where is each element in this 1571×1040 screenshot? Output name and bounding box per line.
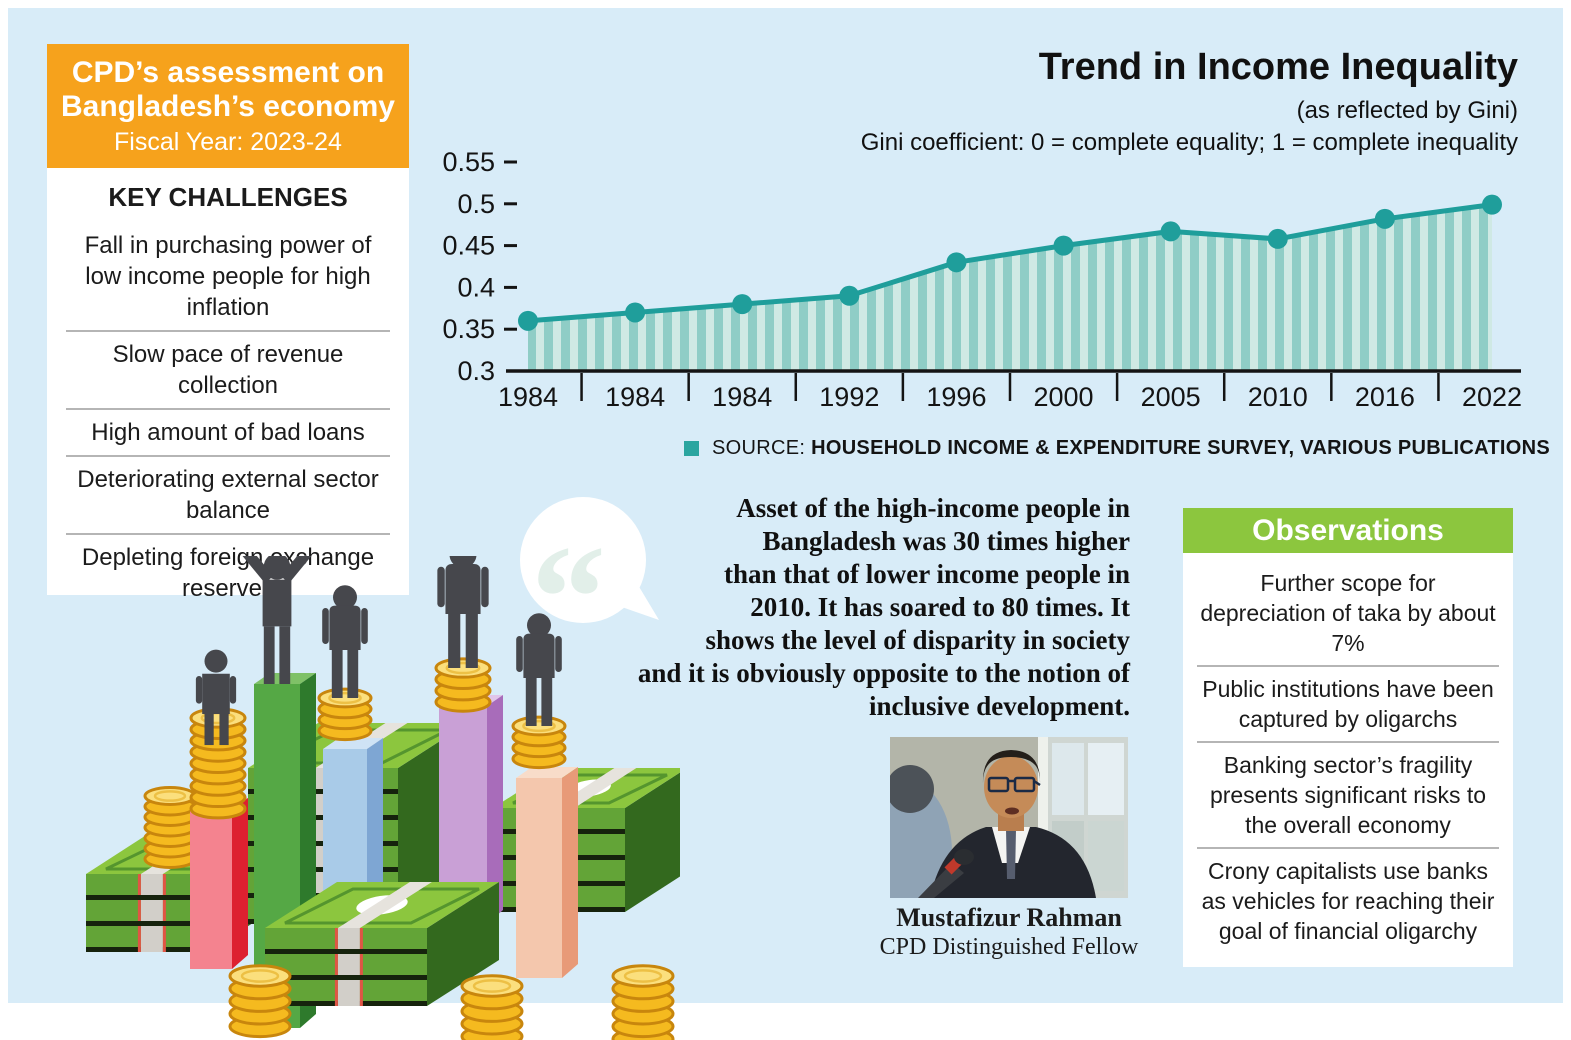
bubble-circle	[520, 497, 646, 623]
divider	[1197, 847, 1499, 849]
x-tick-label: 2000	[1034, 382, 1094, 412]
observations-panel: Observations Further scope for depreciat…	[1183, 508, 1513, 967]
divider	[66, 408, 390, 410]
bubble-tail	[619, 580, 659, 620]
x-tick-label: 2010	[1248, 382, 1308, 412]
divider	[66, 330, 390, 332]
stand-person	[322, 585, 368, 698]
cheer-person	[231, 556, 312, 684]
gini-plot-area: 1984 1984 1984 1992 1996 2000 2005 2010 2016 2022…	[442, 147, 1522, 412]
source-label: SOURCE:	[712, 437, 806, 459]
quote-line: Bangladesh was 30 times higher	[762, 526, 1130, 556]
key-challenges-panel: KEY CHALLENGES Fall in purchasing power …	[47, 168, 409, 602]
source-text: SOURCE: HOUSEHOLD INCOME & EXPENDITURE S…	[712, 437, 1550, 460]
source-bullet-icon	[684, 441, 699, 456]
tie	[1006, 829, 1016, 879]
observation-item: Crony capitalists use banks as vehicles …	[1201, 858, 1495, 944]
header-title-line2: Bangladesh’s economy	[61, 89, 395, 123]
observation-item: Public institutions have been captured b…	[1202, 676, 1494, 732]
coin-stack	[460, 974, 524, 1040]
x-tick-label: 1992	[819, 382, 879, 412]
data-point	[1160, 221, 1181, 242]
stand-person	[516, 613, 562, 726]
hair	[982, 750, 1041, 783]
coin-stack	[189, 707, 247, 820]
bar-peach	[516, 767, 578, 978]
x-tick-label: 2016	[1355, 382, 1415, 412]
divider	[1197, 741, 1499, 743]
x-tick-label: 2005	[1141, 382, 1201, 412]
chart-note: Gini coefficient: 0 = complete equality;…	[860, 129, 1518, 156]
observation-item: Banking sector’s fragility presents sign…	[1209, 752, 1487, 838]
mouth	[1005, 807, 1019, 815]
quote-line: 2010. It has soared to 80 times. It	[750, 592, 1130, 622]
data-point	[1481, 194, 1502, 215]
chart-subtitle: (as reflected by Gini)	[1296, 97, 1518, 124]
data-point	[625, 302, 646, 323]
observations-title: Observations	[1183, 508, 1513, 553]
divider	[66, 455, 390, 457]
quote-block: Asset of the high-income people in Bangl…	[638, 492, 1130, 723]
challenge-item: High amount of bad loans	[91, 419, 365, 446]
quote-line: inclusive development.	[869, 691, 1130, 721]
y-tick-label: 0.55	[442, 147, 495, 177]
coin-stack	[511, 715, 567, 770]
x-tick-label: 1996	[926, 382, 986, 412]
speaker-role: CPD Distinguished Fellow	[879, 934, 1139, 960]
gini-line	[525, 202, 1495, 324]
y-tick-label: 0.4	[457, 272, 495, 302]
quote-line: Asset of the high-income people in	[736, 493, 1130, 523]
data-point	[946, 252, 967, 273]
challenge-item: Slow pace of revenue collection	[112, 341, 344, 399]
challenge-item: Depleting foreign exchange reserves	[81, 544, 375, 602]
coin-stack	[143, 786, 197, 869]
quote-line: shows the level of disparity in society	[705, 625, 1131, 655]
coin-stack	[611, 964, 675, 1040]
speech-bubble: “	[520, 497, 659, 645]
x-tick-label: 2022	[1462, 382, 1522, 412]
y-tick-label: 0.3	[457, 356, 495, 386]
quote-line: and it is obviously opposite to the noti…	[637, 658, 1130, 688]
gini-area-chart: 1984 1984 1984 1992 1996 2000 2005 2010 2016 2022…	[442, 147, 1522, 412]
source-row: SOURCE: HOUSEHOLD INCOME & EXPENDITURE S…	[684, 437, 1550, 460]
challenge-item: Deteriorating external sector balance	[77, 466, 379, 524]
source-value: HOUSEHOLD INCOME & EXPENDITURE SURVEY, V…	[811, 437, 1550, 459]
stand-person	[437, 556, 489, 668]
x-tick-label: 1984	[498, 382, 558, 412]
bar-red	[190, 798, 248, 969]
data-point	[518, 310, 538, 331]
observation-item: Further scope for depreciation of taka b…	[1200, 570, 1496, 656]
data-point	[732, 294, 753, 315]
key-challenges-title: KEY CHALLENGES	[108, 182, 348, 212]
speaker-name: Mustafizur Rahman	[896, 903, 1122, 932]
data-point	[839, 285, 860, 306]
face	[984, 756, 1038, 818]
coin-stack	[228, 964, 292, 1039]
glasses	[987, 776, 1010, 793]
money-bundle-stack	[265, 882, 499, 1006]
header-box: CPD’s assessment on Bangladesh’s economy…	[47, 44, 409, 168]
data-point	[1267, 228, 1288, 249]
quote-line: than that of lower income people in	[724, 559, 1130, 589]
chart-title: Trend in Income Inequality	[1038, 46, 1518, 88]
wealth-inequality-illustration	[86, 556, 680, 1040]
x-tick-label: 1984	[712, 382, 772, 412]
x-tick-label: 1984	[605, 382, 665, 412]
y-tick-label: 0.45	[442, 231, 495, 261]
coin-stack	[434, 657, 492, 713]
data-point	[1053, 235, 1074, 256]
speaker-photo	[890, 737, 1128, 898]
coin-stack	[317, 687, 373, 742]
y-tick-label: 0.5	[457, 189, 495, 219]
photo-caption: Mustafizur Rahman CPD Distinguished Fell…	[849, 903, 1169, 961]
divider	[66, 533, 390, 535]
divider	[1197, 665, 1499, 667]
challenge-item: Fall in purchasing power of low income p…	[84, 232, 372, 321]
header-subtitle: Fiscal Year: 2023-24	[114, 127, 342, 156]
area-fill	[528, 204, 1492, 371]
header-title-line1: CPD’s assessment on	[71, 55, 385, 89]
data-point	[1374, 208, 1395, 229]
y-tick-label: 0.35	[442, 314, 495, 344]
